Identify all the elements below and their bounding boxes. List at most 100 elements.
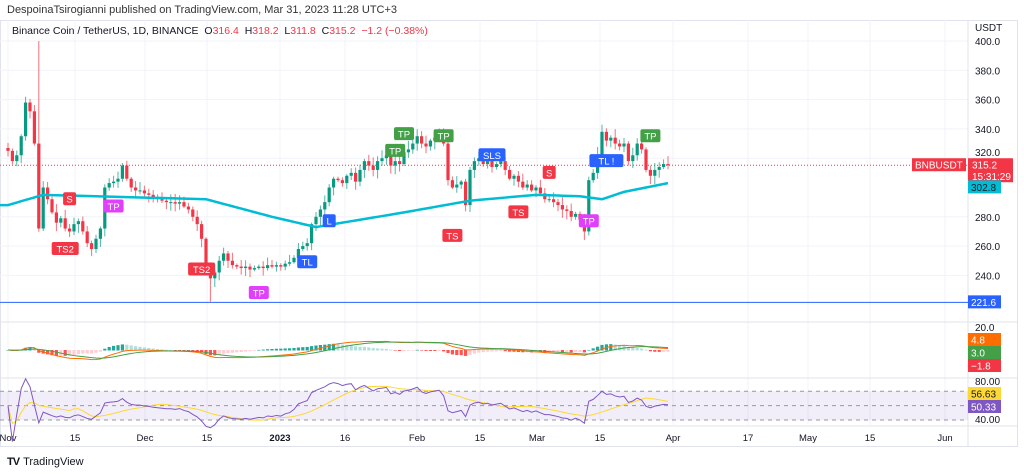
time-tick-label: May xyxy=(799,433,817,444)
candle-body xyxy=(472,161,476,170)
macd-histogram-bar xyxy=(239,350,243,352)
macd-histogram-bar xyxy=(433,350,437,351)
signal-badge xyxy=(188,262,216,276)
macd-histogram-bar xyxy=(151,348,155,351)
macd-histogram-bar xyxy=(345,344,349,351)
macd-histogram-bar xyxy=(68,350,72,356)
macd-histogram-bar xyxy=(587,349,591,351)
candle-body xyxy=(129,178,133,188)
signal-text: TP xyxy=(253,288,265,299)
brand-name[interactable]: TradingView xyxy=(23,456,84,468)
price-tick-label: 260.0 xyxy=(975,242,1000,253)
chart-frame[interactable] xyxy=(0,20,1018,447)
macd-histogram-bar xyxy=(160,349,164,351)
signal-marker-tp: TP xyxy=(394,127,414,141)
price-tick-label: 240.0 xyxy=(975,271,1000,282)
candle-body xyxy=(591,172,595,181)
candle-body xyxy=(362,161,366,170)
signal-marker-tp: TP xyxy=(385,143,406,157)
time-tick-label: 15 xyxy=(865,433,876,444)
candle-body xyxy=(376,161,380,170)
symbol-price-tag-bg xyxy=(912,158,966,172)
currency-label: USDT xyxy=(975,23,1002,34)
macd-histogram-bar xyxy=(81,350,85,354)
candle-body xyxy=(587,180,591,232)
candle-body xyxy=(556,202,560,206)
macd-histogram-bar xyxy=(626,347,630,351)
candle-body xyxy=(90,243,94,250)
candle-body xyxy=(468,169,472,206)
candle-body xyxy=(10,150,14,162)
macd-histogram-bar xyxy=(582,350,586,353)
signal-marker-tp: TP xyxy=(578,214,599,228)
signal-badge xyxy=(51,242,79,256)
signal-value-tag: 3.0 xyxy=(971,349,985,360)
rsi-ma-line xyxy=(7,385,669,425)
close-label: C xyxy=(321,25,330,37)
candle-body xyxy=(173,202,177,204)
time-tick-label: 16 xyxy=(340,433,351,444)
last-price-tag-bg xyxy=(968,158,1013,183)
candle-body xyxy=(635,143,639,156)
candle-body xyxy=(134,187,138,191)
signal-badge xyxy=(589,154,624,168)
macd-histogram-bar xyxy=(310,346,314,351)
signal-badge xyxy=(103,199,124,213)
macd-histogram-bar xyxy=(120,344,124,351)
macd-histogram-bar xyxy=(657,350,661,352)
time-tick-label: Nov xyxy=(0,433,17,444)
symbol-name[interactable]: Binance Coin / TetherUS, 1D, BINANCE xyxy=(12,25,199,37)
macd-histogram-bar xyxy=(107,346,111,351)
candle-body xyxy=(81,221,85,232)
candle-body xyxy=(147,193,151,195)
signal-marker-tp: TP xyxy=(103,199,124,213)
low-label: L xyxy=(284,25,291,37)
candle-body xyxy=(226,253,230,261)
macd-histogram-bar xyxy=(292,347,296,351)
macd-histogram-bar xyxy=(270,348,274,351)
signal-text: TS2 xyxy=(56,245,73,256)
candle-body xyxy=(239,266,243,269)
candle-body xyxy=(15,155,19,162)
macd-histogram-bar xyxy=(644,349,648,351)
time-tick-label: 2023 xyxy=(269,433,290,444)
signal-text: TP xyxy=(108,202,120,213)
change-value: −1.2 (−0.38%) xyxy=(361,25,428,37)
candle-body xyxy=(420,136,424,144)
candle-body xyxy=(191,209,195,217)
macd-histogram-bar xyxy=(442,350,446,352)
macd-histogram-bar xyxy=(72,350,76,355)
macd-histogram-bar xyxy=(560,350,564,353)
candle-body xyxy=(261,266,265,269)
macd-histogram-bar xyxy=(556,350,560,353)
macd-histogram-bar xyxy=(200,350,204,353)
macd-histogram-bar xyxy=(318,345,322,351)
candle-body xyxy=(622,143,626,147)
signal-text: TP xyxy=(644,132,656,143)
signal-text: S xyxy=(546,168,552,179)
ma-value-tag: 302.8 xyxy=(971,183,996,194)
macd-histogram-bar xyxy=(85,350,89,354)
candle-body xyxy=(310,224,314,244)
candle-body xyxy=(486,161,490,165)
open-label: O xyxy=(204,25,213,37)
macd-histogram-bar xyxy=(490,350,494,352)
macd-histogram-bar xyxy=(288,348,292,351)
macd-histogram-bar xyxy=(420,350,424,351)
time-tick-label: Dec xyxy=(137,433,154,444)
macd-histogram-bar xyxy=(389,349,393,351)
macd-histogram-bar xyxy=(54,350,58,356)
macd-histogram-bar xyxy=(618,345,622,351)
candle-body xyxy=(380,158,384,162)
macd-histogram-bar xyxy=(424,350,428,351)
signal-badge xyxy=(394,127,414,141)
close-value: 315.2 xyxy=(329,25,356,37)
macd-histogram-bar xyxy=(134,346,138,351)
candle-body xyxy=(525,184,529,188)
signal-marker-tl: TL xyxy=(297,255,318,269)
macd-histogram-bar xyxy=(437,350,441,351)
macd-histogram-bar xyxy=(662,350,666,352)
signal-badge xyxy=(297,255,318,269)
candle-body xyxy=(107,183,111,188)
